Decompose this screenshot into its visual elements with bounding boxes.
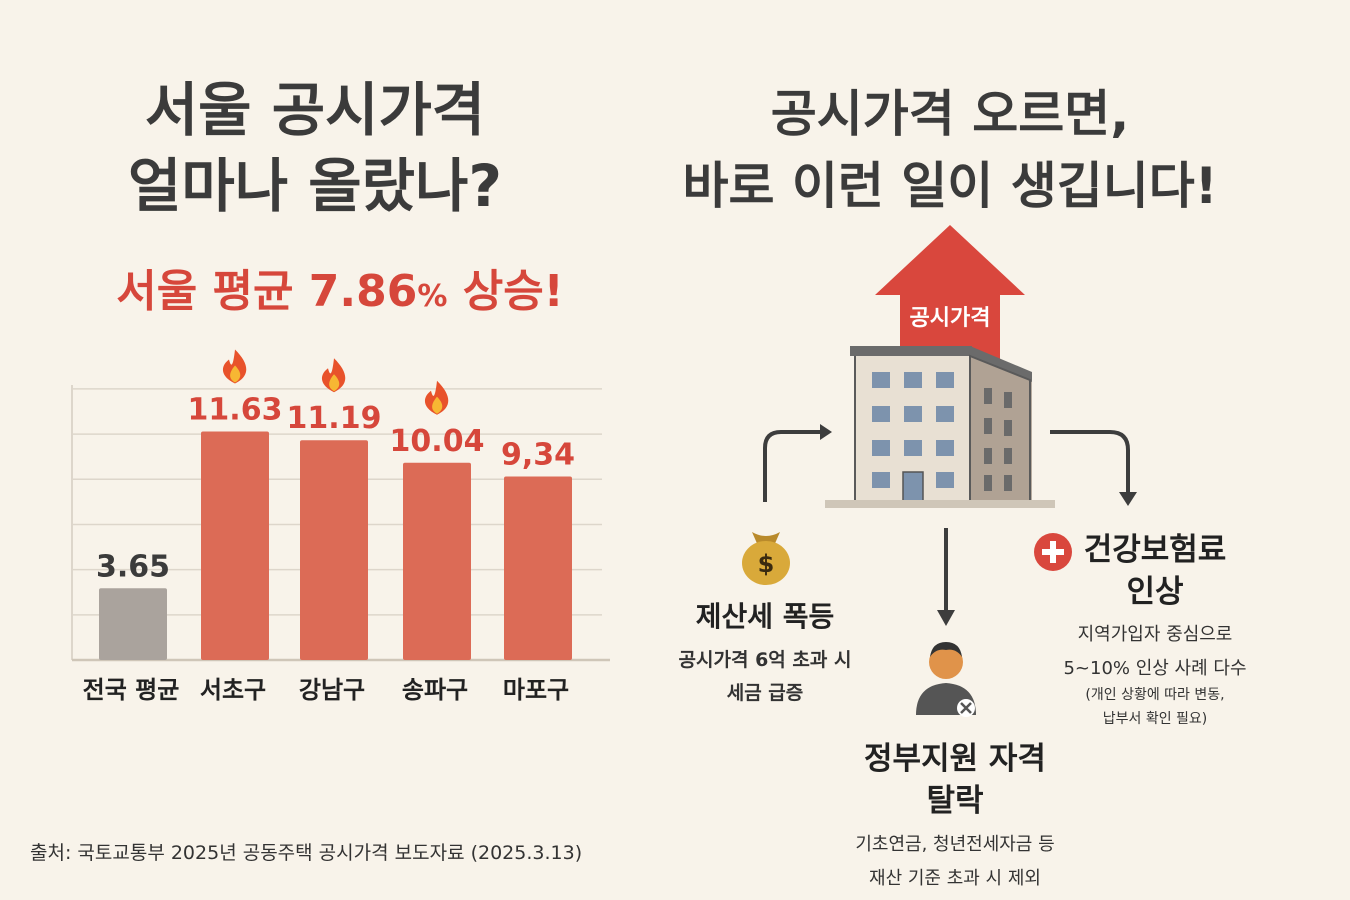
bar-2 [201, 431, 269, 660]
category-label-3: 강남구 [299, 676, 365, 704]
value-label-3: 11.19 [287, 401, 382, 436]
bar-5 [504, 476, 572, 660]
price-up-arrow [875, 225, 1025, 360]
support-desc1: 기초연금, 청년전세자금 등 [855, 834, 1055, 855]
right-title-line1: 공시가격 오르면, [770, 85, 1130, 143]
bar-chart: 3.65 전국 평균 11.63 서초구 11.19 강남구 10.04 송파구 9,34 마포구 [71, 349, 610, 704]
category-label-4: 송파구 [402, 676, 468, 704]
fire-icon [321, 358, 346, 393]
left-title: 서울 공시가격 얼마나 올랐나? [30, 72, 600, 224]
headline-main: 서울 평균 7.86 [116, 266, 418, 317]
headline-tail: 상승! [447, 266, 564, 317]
value-label-5: 9,34 [501, 438, 575, 473]
health-desc1: 지역가입자 중심으로 [1077, 624, 1233, 645]
value-label-1: 3.65 [96, 549, 170, 584]
health-note2: 납부서 확인 필요) [1102, 711, 1208, 727]
headline-pct: % [417, 279, 448, 314]
arrow-label: 공시가격 [909, 306, 991, 331]
plus-icon [1034, 533, 1072, 571]
property-tax-item: 제산세 폭등 공시가격 6억 초과 시 세금 급증 [640, 595, 890, 705]
health-desc2: 5~10% 인상 사례 다수 [1063, 658, 1247, 679]
seoul-average-headline: 서울 평균 7.86% 상승! [30, 255, 650, 319]
arrow-heads [820, 424, 1137, 626]
property-tax-desc2: 세금 급증 [726, 682, 804, 704]
health-insurance-desc: 지역가입자 중심으로 5~10% 인상 사례 다수 (개인 상황에 따라 변동,… [1020, 620, 1290, 728]
chart-bars [99, 431, 572, 660]
category-label-1: 전국 평균 [83, 676, 180, 704]
right-title: 공시가격 오르면, 바로 이런 일이 생깁니다! [640, 78, 1260, 222]
fire-icon [222, 349, 247, 384]
right-title-line2: 바로 이런 일이 생깁니다! [682, 157, 1218, 215]
building-icon [825, 346, 1055, 508]
person-x-icon [916, 642, 976, 717]
bar-4 [403, 462, 471, 660]
support-title2: 탈락 [926, 783, 984, 819]
value-label-4: 10.04 [390, 424, 485, 459]
left-title-line2: 얼마나 올랐나? [128, 152, 502, 220]
left-title-line1: 서울 공시가격 [144, 76, 486, 144]
bar-1 [99, 588, 167, 660]
fire-icon [424, 380, 449, 415]
consequence-diagram: $ [742, 225, 1137, 717]
health-title2: 인상 [1126, 574, 1184, 610]
bar-3 [300, 440, 368, 660]
chart-labels: 3.65 전국 평균 11.63 서초구 11.19 강남구 10.04 송파구 9,34 마포구 [83, 349, 575, 704]
flow-arrows [763, 430, 1130, 610]
category-label-2: 서초구 [200, 676, 266, 704]
property-tax-title: 제산세 폭등 [695, 600, 835, 633]
svg-text:$: $ [758, 550, 775, 578]
support-desc2: 재산 기준 초과 시 제외 [869, 868, 1041, 889]
health-insurance-title: 건강보험료 인상 [1080, 530, 1230, 612]
health-title1: 건강보험료 [1083, 532, 1227, 568]
source-note: 출처: 국토교통부 2025년 공동주택 공시가격 보도자료 (2025.3.1… [30, 842, 583, 864]
support-item: 정부지원 자격 탈락 기초연금, 청년전세자금 등 재산 기준 초과 시 제외 [825, 738, 1085, 890]
support-title1: 정부지원 자격 [864, 741, 1046, 777]
money-bag-icon: $ [742, 532, 790, 585]
value-label-2: 11.63 [188, 393, 283, 428]
category-label-5: 마포구 [503, 676, 569, 704]
health-note1: (개인 상황에 따라 변동, [1085, 687, 1225, 703]
property-tax-desc1: 공시가격 6억 초과 시 [678, 649, 852, 671]
